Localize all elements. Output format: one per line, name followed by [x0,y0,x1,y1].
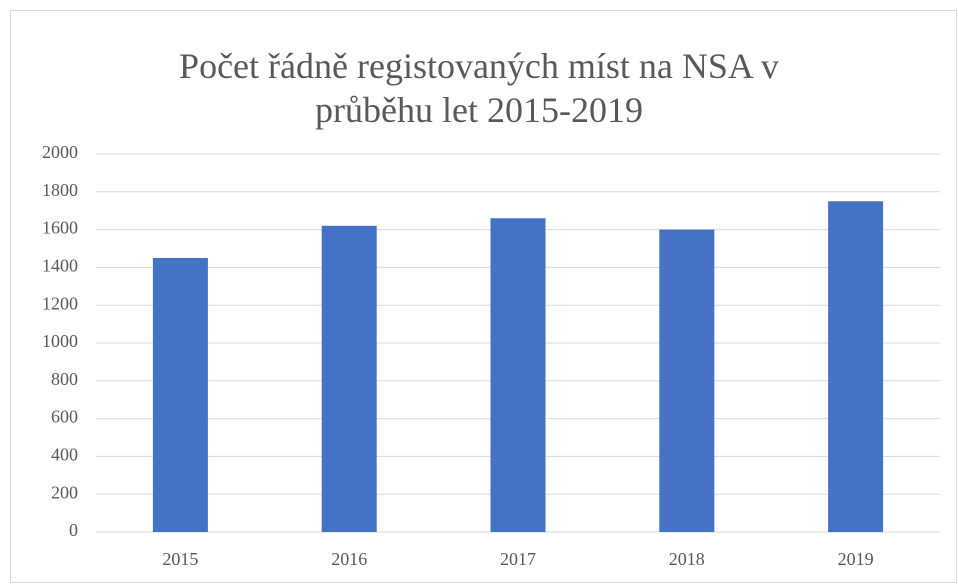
chart-title: Počet řádně registovaných míst na NSA v … [179,46,779,130]
x-tick-label: 2016 [331,549,367,569]
x-tick-label: 2018 [669,549,705,569]
y-tick-label: 1000 [42,331,78,351]
chart-border [10,10,957,583]
bar [490,218,546,532]
y-tick-label: 1400 [42,256,78,276]
bar [659,229,715,532]
x-tick-label: 2019 [838,549,874,569]
y-tick-label: 200 [51,482,78,502]
y-tick-label: 600 [51,407,78,427]
y-tick-label: 2000 [42,142,78,162]
y-tick-label: 1800 [42,180,78,200]
x-tick-label: 2015 [162,549,198,569]
y-tick-label: 400 [51,445,78,465]
y-tick-label: 1600 [42,218,78,238]
y-tick-label: 0 [69,520,78,540]
bar [321,225,377,532]
x-tick-label: 2017 [500,549,536,569]
y-tick-label: 800 [51,369,78,389]
bar [152,257,208,532]
y-tick-label: 1200 [42,293,78,313]
bar [828,201,884,532]
title-box: Počet řádně registovaných míst na NSA v … [0,44,958,132]
